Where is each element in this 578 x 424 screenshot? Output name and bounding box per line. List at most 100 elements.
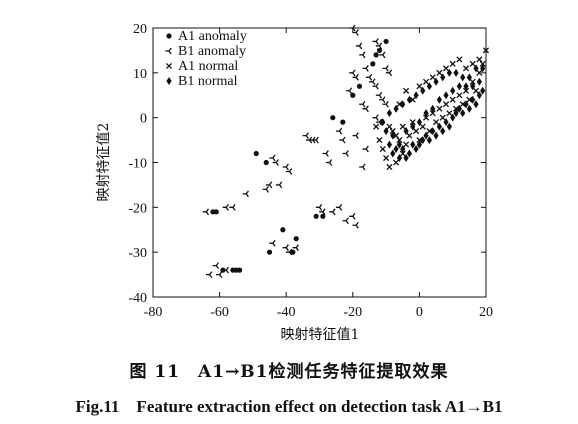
data-point bbox=[212, 262, 219, 270]
data-point bbox=[426, 136, 432, 145]
data-point bbox=[443, 118, 449, 127]
data-point bbox=[393, 132, 400, 139]
series-tri-left bbox=[202, 24, 393, 278]
data-point bbox=[460, 73, 466, 82]
data-point bbox=[352, 29, 359, 36]
data-point bbox=[446, 122, 452, 131]
data-point bbox=[469, 60, 476, 67]
y-tick-label: -30 bbox=[128, 246, 147, 261]
data-point bbox=[383, 154, 390, 162]
data-point bbox=[480, 86, 486, 95]
y-tick-label: 0 bbox=[140, 112, 147, 127]
data-point bbox=[423, 131, 429, 140]
legend-label: A1 anomaly bbox=[178, 29, 247, 44]
data-point bbox=[440, 73, 446, 82]
data-point bbox=[383, 127, 389, 136]
data-point bbox=[433, 131, 439, 140]
data-point bbox=[376, 47, 383, 54]
data-point bbox=[312, 136, 319, 144]
data-point bbox=[436, 95, 442, 104]
data-point bbox=[463, 100, 469, 109]
data-point bbox=[472, 87, 480, 94]
data-point bbox=[396, 154, 403, 163]
data-point bbox=[409, 96, 416, 103]
data-point bbox=[466, 104, 472, 113]
data-point bbox=[479, 60, 486, 67]
data-point bbox=[320, 213, 326, 219]
data-point bbox=[436, 105, 443, 112]
data-point bbox=[206, 271, 213, 278]
data-point bbox=[292, 244, 299, 252]
data-point bbox=[335, 203, 343, 211]
data-point bbox=[442, 65, 450, 72]
data-point bbox=[222, 203, 229, 211]
series-circle bbox=[210, 38, 389, 273]
data-point bbox=[466, 73, 472, 82]
data-point bbox=[410, 140, 416, 149]
data-point bbox=[265, 181, 273, 189]
data-point bbox=[365, 73, 373, 81]
legend-marker bbox=[165, 62, 173, 70]
data-point bbox=[373, 123, 380, 130]
data-point bbox=[263, 159, 269, 166]
data-point bbox=[213, 209, 219, 215]
data-point bbox=[416, 118, 422, 127]
data-point bbox=[403, 154, 409, 163]
data-point bbox=[396, 137, 403, 144]
data-point bbox=[453, 109, 459, 118]
legend-label: B1 anomaly bbox=[178, 44, 246, 59]
data-point bbox=[399, 150, 406, 157]
data-point bbox=[406, 149, 413, 158]
data-point bbox=[380, 118, 386, 127]
x-axis-ticks: -80 -60 -40 -20 0 20 bbox=[144, 28, 493, 320]
data-point bbox=[460, 109, 466, 118]
data-point bbox=[325, 159, 333, 166]
data-point bbox=[426, 82, 432, 91]
data-point bbox=[439, 114, 446, 121]
series-diamond bbox=[380, 64, 486, 163]
data-point bbox=[389, 128, 396, 135]
data-point bbox=[285, 168, 293, 175]
data-point bbox=[350, 92, 356, 98]
data-point bbox=[470, 95, 476, 104]
y-tick-label: -40 bbox=[128, 291, 147, 306]
data-point bbox=[375, 42, 383, 50]
data-point bbox=[466, 96, 473, 103]
x-tick-label: 20 bbox=[479, 305, 493, 320]
data-point bbox=[440, 127, 446, 136]
data-point bbox=[242, 190, 249, 198]
data-point bbox=[369, 78, 376, 86]
data-point bbox=[429, 74, 436, 81]
data-point bbox=[322, 150, 329, 157]
data-point bbox=[393, 159, 400, 166]
data-point bbox=[400, 100, 406, 109]
y-tick-label: 20 bbox=[133, 22, 147, 37]
data-point bbox=[416, 137, 423, 144]
data-point bbox=[403, 87, 410, 94]
data-point bbox=[272, 159, 279, 166]
data-point bbox=[302, 132, 309, 139]
data-point bbox=[376, 137, 383, 144]
data-point bbox=[362, 145, 369, 153]
data-point bbox=[393, 145, 399, 154]
data-point bbox=[400, 145, 406, 154]
data-point bbox=[339, 136, 346, 144]
x-tick-label: 0 bbox=[416, 305, 423, 320]
data-point bbox=[399, 123, 406, 130]
data-point bbox=[442, 101, 450, 108]
data-point bbox=[370, 61, 376, 67]
data-point bbox=[372, 82, 379, 90]
data-point bbox=[462, 87, 470, 94]
y-tick-label: -20 bbox=[128, 201, 147, 216]
data-point bbox=[266, 249, 273, 255]
data-point bbox=[335, 127, 343, 135]
data-point bbox=[419, 123, 426, 130]
data-point bbox=[222, 266, 229, 274]
data-point bbox=[385, 69, 393, 77]
data-point bbox=[275, 181, 283, 189]
data-point bbox=[423, 78, 430, 85]
data-point bbox=[355, 42, 363, 50]
x-tick-label: -80 bbox=[144, 305, 163, 320]
data-point bbox=[282, 163, 289, 171]
